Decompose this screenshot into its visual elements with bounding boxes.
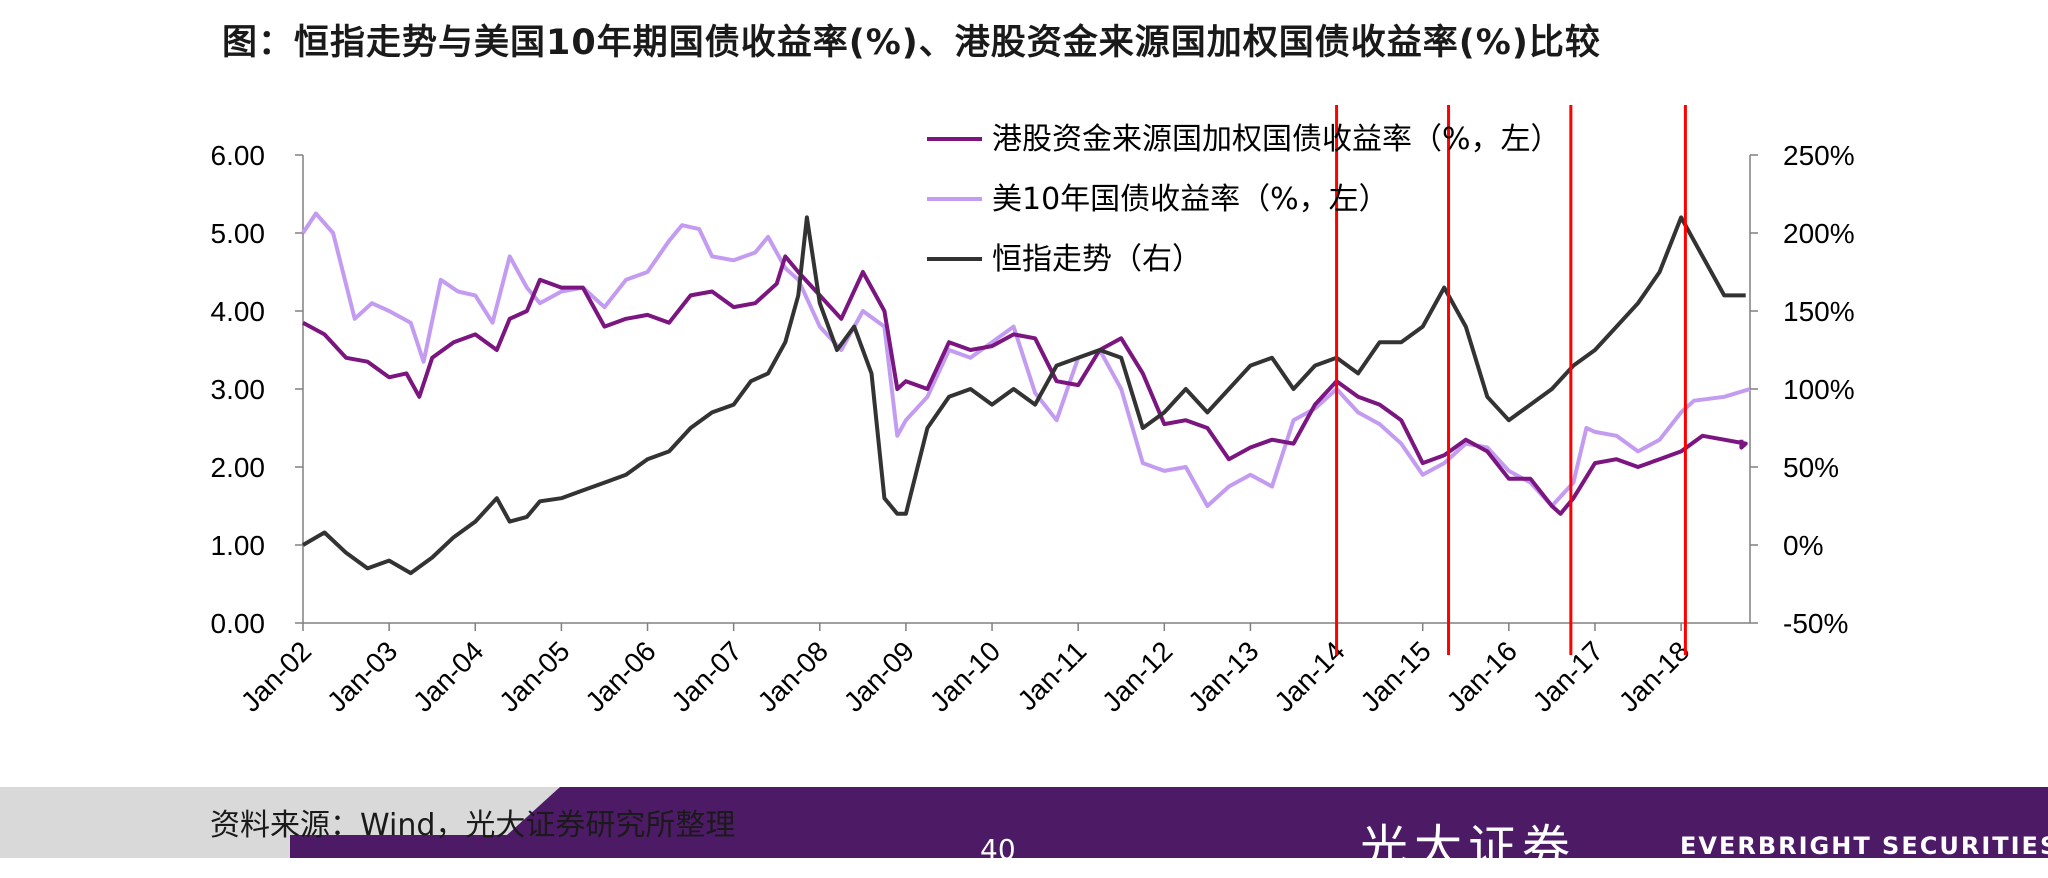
- legend-label: 美10年国债收益率（%，左）: [992, 182, 1389, 217]
- x-tick-label: Jan-14: [1268, 635, 1350, 717]
- x-tick-label: Jan-08: [752, 635, 834, 717]
- x-tick-label: Jan-13: [1182, 635, 1264, 717]
- x-tick-label: Jan-16: [1441, 635, 1523, 717]
- x-tick-label: Jan-04: [407, 635, 489, 717]
- legend-label: 恒指走势（右）: [992, 242, 1202, 277]
- legend-label: 港股资金来源国加权国债收益率（%，左）: [992, 122, 1561, 157]
- right-tick-label: 150%: [1783, 296, 1855, 327]
- x-tick-label: Jan-17: [1527, 635, 1609, 717]
- left-tick-label: 4.00: [211, 296, 266, 327]
- x-tick-label: Jan-15: [1354, 635, 1436, 717]
- x-tick-label: Jan-07: [665, 635, 747, 717]
- left-tick-label: 3.00: [211, 374, 266, 405]
- right-tick-label: 200%: [1783, 218, 1855, 249]
- x-tick-label: Jan-09: [838, 635, 920, 717]
- right-tick-label: 250%: [1783, 140, 1855, 171]
- vertical-markers: [1335, 105, 1687, 655]
- left-tick-label: 6.00: [211, 140, 266, 171]
- legend: 港股资金来源国加权国债收益率（%，左） 美10年国债收益率（%，左） 恒指走势（右）: [927, 122, 1561, 277]
- left-tick-label: 1.00: [211, 530, 266, 561]
- x-tick-label: Jan-10: [924, 635, 1006, 717]
- series-line-2: [301, 215, 1746, 576]
- left-tick-label: 0.00: [211, 608, 266, 639]
- left-tick-label: 5.00: [211, 218, 266, 249]
- right-tick-label: -50%: [1783, 608, 1848, 639]
- series-layer: [301, 211, 1751, 576]
- page-number: 40: [980, 833, 1016, 866]
- x-tick-label: Jan-18: [1613, 635, 1695, 717]
- x-tick-label: Jan-11: [1011, 635, 1092, 716]
- line-chart: 0.00 1.00 2.00 3.00 4.00 5.00 6.00 -50% 0% 50% 100…: [211, 105, 1855, 718]
- x-tick-label: Jan-12: [1096, 635, 1178, 717]
- right-tick-label: 0%: [1783, 530, 1823, 561]
- series-line-1: [301, 211, 1751, 508]
- brand-logo-cn: 光大证券: [1360, 820, 1577, 876]
- right-tick-label: 50%: [1783, 452, 1839, 483]
- right-tick-label: 100%: [1783, 374, 1855, 405]
- x-tick-label: Jan-03: [321, 635, 403, 717]
- axes: 0.00 1.00 2.00 3.00 4.00 5.00 6.00 -50% 0% 50% 100…: [211, 140, 1855, 718]
- x-tick-label: Jan-05: [493, 635, 575, 717]
- series-line-0: [302, 254, 1748, 516]
- footer-stripe: [290, 835, 560, 858]
- left-tick-label: 2.00: [211, 452, 266, 483]
- x-tick-label: Jan-02: [235, 635, 317, 717]
- x-tick-label: Jan-06: [579, 635, 661, 717]
- brand-logo-en: EVERBRIGHT SECURITIES: [1680, 832, 2048, 860]
- chart-title: 图：恒指走势与美国10年期国债收益率(%)、港股资金来源国加权国债收益率(%)比…: [222, 23, 1601, 63]
- source-note: 资料来源：Wind，光大证券研究所整理: [210, 808, 736, 843]
